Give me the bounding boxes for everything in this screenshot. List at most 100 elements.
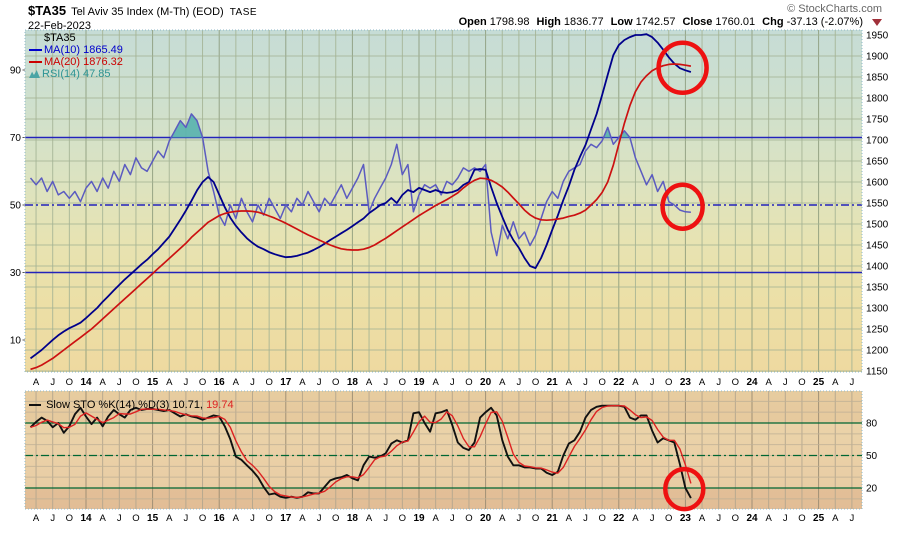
svg-text:1600: 1600 — [866, 178, 889, 189]
svg-text:90: 90 — [10, 66, 22, 77]
change-down-arrow-icon[interactable] — [872, 18, 882, 26]
svg-text:A: A — [432, 513, 439, 524]
svg-text:1550: 1550 — [866, 199, 889, 210]
exchange-label: TASE — [229, 7, 258, 18]
svg-text:O: O — [199, 377, 206, 388]
svg-text:21: 21 — [547, 377, 559, 388]
ohlc-quote: Open 1798.98 High 1836.77 Low 1742.57 Close 176… — [459, 16, 882, 28]
panel-borders — [24, 29, 863, 510]
ma20-line-sample-icon — [29, 61, 42, 64]
svg-text:J: J — [117, 377, 122, 388]
svg-text:23: 23 — [680, 513, 692, 524]
svg-text:20: 20 — [866, 484, 878, 495]
svg-text:24: 24 — [746, 377, 758, 388]
svg-text:J: J — [583, 513, 588, 524]
svg-text:J: J — [450, 513, 455, 524]
index-name: Tel Aviv 35 Index (M-Th) (EOD) — [71, 6, 224, 18]
svg-text:A: A — [233, 377, 240, 388]
ticker-symbol: $TA35 — [28, 3, 67, 18]
svg-text:O: O — [399, 513, 406, 524]
svg-text:A: A — [765, 513, 772, 524]
svg-text:1500: 1500 — [866, 220, 889, 231]
ma10-line-sample-icon — [29, 49, 42, 52]
svg-text:A: A — [299, 377, 306, 388]
price-axis-labels: 1150 1200 1250 1300 1350 1400 1450 1500 1550 1600… — [866, 31, 889, 378]
svg-text:A: A — [299, 513, 306, 524]
svg-text:A: A — [366, 513, 373, 524]
svg-text:O: O — [332, 377, 339, 388]
sto-oversold-circle — [663, 466, 706, 512]
svg-text:30: 30 — [10, 268, 22, 279]
svg-text:10: 10 — [10, 336, 22, 347]
svg-text:1350: 1350 — [866, 283, 889, 294]
svg-text:A: A — [233, 513, 240, 524]
chart-date: 22-Feb-2023 — [28, 20, 91, 32]
svg-text:J: J — [850, 513, 855, 524]
open-value: 1798.98 — [489, 16, 530, 28]
svg-text:19: 19 — [413, 377, 425, 388]
svg-text:50: 50 — [866, 451, 878, 462]
svg-text:A: A — [33, 513, 40, 524]
svg-text:A: A — [166, 513, 173, 524]
legend-ma20: MA(20) 1876.32 — [44, 56, 123, 68]
svg-text:1650: 1650 — [866, 157, 889, 168]
svg-text:25: 25 — [813, 377, 825, 388]
svg-text:O: O — [665, 377, 672, 388]
svg-text:O: O — [465, 377, 472, 388]
svg-text:22: 22 — [613, 513, 625, 524]
rsi-50-circle — [660, 182, 705, 231]
svg-text:18: 18 — [347, 513, 359, 524]
svg-text:O: O — [199, 513, 206, 524]
svg-text:19: 19 — [413, 513, 425, 524]
svg-text:24: 24 — [746, 513, 758, 524]
sto-d-value: 19.74 — [206, 399, 234, 411]
svg-text:A: A — [632, 513, 639, 524]
close-label: Close — [682, 16, 713, 28]
svg-text:O: O — [665, 513, 672, 524]
sto-axis-labels: 80 50 20 — [866, 419, 878, 495]
svg-text:O: O — [598, 377, 605, 388]
svg-text:A: A — [699, 513, 706, 524]
svg-text:O: O — [598, 513, 605, 524]
svg-text:1250: 1250 — [866, 325, 889, 336]
open-label: Open — [458, 16, 487, 28]
svg-text:A: A — [566, 377, 573, 388]
svg-text:17: 17 — [280, 377, 292, 388]
sto-k-value: 10.71, — [172, 399, 203, 411]
svg-text:O: O — [532, 513, 539, 524]
svg-text:O: O — [132, 513, 139, 524]
svg-text:J: J — [184, 377, 189, 388]
svg-text:J: J — [783, 377, 788, 388]
legend-ma10: MA(10) 1865.49 — [44, 44, 123, 56]
vertical-gridlines — [35, 30, 853, 509]
svg-text:70: 70 — [10, 133, 22, 144]
svg-text:J: J — [517, 513, 522, 524]
svg-text:1800: 1800 — [866, 94, 889, 105]
chg-value: -37.13 (-2.07%) — [786, 16, 863, 28]
chg-label: Chg — [762, 16, 784, 28]
svg-text:J: J — [50, 377, 55, 388]
svg-text:22: 22 — [613, 377, 625, 388]
svg-text:J: J — [517, 377, 522, 388]
svg-text:J: J — [583, 377, 588, 388]
svg-text:J: J — [850, 377, 855, 388]
low-label: Low — [610, 16, 633, 28]
svg-text:O: O — [798, 377, 805, 388]
svg-text:1200: 1200 — [866, 346, 889, 357]
svg-text:16: 16 — [214, 377, 226, 388]
svg-text:A: A — [566, 513, 573, 524]
main-horizontal-gridlines — [25, 34, 862, 372]
svg-text:21: 21 — [547, 513, 559, 524]
svg-text:O: O — [66, 513, 73, 524]
svg-text:A: A — [99, 513, 106, 524]
svg-text:15: 15 — [147, 377, 159, 388]
svg-text:J: J — [317, 513, 322, 524]
sto-legend: Slow STO %K(14) %D(3) 10.71, 19.74 — [29, 399, 234, 411]
svg-text:1700: 1700 — [866, 136, 889, 147]
svg-text:1400: 1400 — [866, 262, 889, 273]
svg-text:O: O — [532, 377, 539, 388]
svg-text:O: O — [265, 377, 272, 388]
svg-text:50: 50 — [10, 201, 22, 212]
